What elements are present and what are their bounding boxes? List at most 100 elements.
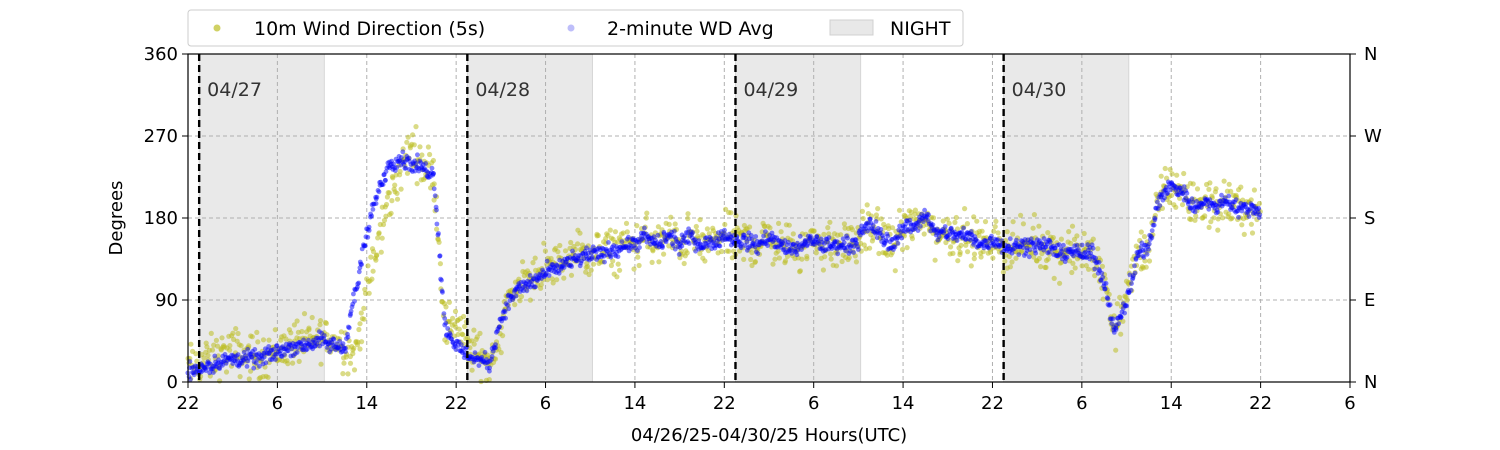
data-point xyxy=(722,221,728,228)
data-point xyxy=(443,304,449,310)
data-point xyxy=(1110,316,1116,322)
x-tick-label-1: 6 xyxy=(272,393,283,414)
data-point xyxy=(400,149,406,155)
data-point xyxy=(1013,255,1019,261)
data-point xyxy=(1229,215,1235,221)
data-point xyxy=(921,231,927,237)
data-point xyxy=(1086,266,1092,272)
data-point xyxy=(772,256,778,262)
data-point xyxy=(309,314,315,321)
data-point xyxy=(610,258,616,264)
data-point xyxy=(260,337,267,343)
data-point xyxy=(1079,263,1085,269)
data-point xyxy=(1215,209,1221,215)
data-point xyxy=(479,354,485,360)
data-point xyxy=(358,310,364,316)
data-point xyxy=(366,228,372,233)
data-point xyxy=(1030,225,1036,231)
data-point xyxy=(437,261,443,267)
data-point xyxy=(681,260,687,267)
data-point xyxy=(1162,195,1167,201)
y-tick-label-right-1: E xyxy=(1364,290,1375,311)
data-point xyxy=(982,219,989,225)
data-point xyxy=(404,139,410,145)
data-point xyxy=(1202,213,1208,219)
data-point xyxy=(345,334,351,340)
data-point xyxy=(1194,186,1201,192)
data-point xyxy=(820,267,827,273)
data-point xyxy=(461,313,467,320)
data-point xyxy=(991,228,997,234)
data-point xyxy=(462,323,468,330)
data-point xyxy=(362,286,368,293)
data-point xyxy=(826,231,832,237)
data-point xyxy=(655,224,662,230)
data-point xyxy=(1228,188,1234,194)
data-point xyxy=(814,234,820,240)
data-point xyxy=(356,280,362,286)
data-point xyxy=(955,258,961,264)
data-point xyxy=(1188,216,1194,223)
data-point xyxy=(945,236,951,242)
data-point xyxy=(306,337,311,343)
data-point xyxy=(1038,264,1044,270)
data-point xyxy=(907,213,913,219)
data-point xyxy=(237,374,243,380)
data-point xyxy=(821,231,827,237)
data-point xyxy=(1036,223,1042,229)
data-point xyxy=(1208,219,1214,225)
data-point xyxy=(1213,186,1219,192)
data-point xyxy=(876,250,882,257)
data-point xyxy=(1093,255,1098,261)
data-point xyxy=(1233,197,1239,203)
data-point xyxy=(249,334,255,340)
data-point xyxy=(362,290,369,296)
data-point xyxy=(797,233,803,239)
data-point xyxy=(1167,199,1173,206)
data-point xyxy=(375,235,381,241)
data-point xyxy=(398,186,404,192)
data-point xyxy=(1141,255,1147,260)
data-point xyxy=(450,315,456,321)
data-point xyxy=(265,374,271,380)
data-point xyxy=(995,237,1001,243)
data-point xyxy=(1105,296,1111,301)
data-point xyxy=(717,243,723,249)
data-point xyxy=(373,201,379,207)
data-point xyxy=(201,355,207,361)
data-point xyxy=(686,241,692,246)
data-point xyxy=(249,354,255,360)
data-point xyxy=(1124,303,1130,309)
data-point xyxy=(238,343,244,349)
x-tick-label-12: 22 xyxy=(1249,393,1272,414)
data-point xyxy=(517,298,523,304)
data-point xyxy=(942,224,948,229)
data-point xyxy=(1009,259,1015,265)
data-point xyxy=(585,264,591,270)
data-point xyxy=(331,336,337,342)
data-point xyxy=(347,360,354,366)
data-point xyxy=(1002,258,1008,264)
data-point xyxy=(227,347,233,353)
data-point xyxy=(1149,228,1155,234)
data-point xyxy=(1107,302,1113,308)
data-point xyxy=(235,352,241,357)
data-point xyxy=(1136,253,1142,258)
data-point xyxy=(502,309,508,315)
data-point xyxy=(561,275,567,281)
data-point xyxy=(670,243,676,249)
data-point xyxy=(381,217,388,223)
data-point xyxy=(822,254,828,260)
data-point xyxy=(884,252,890,258)
data-point xyxy=(1162,165,1168,172)
data-point xyxy=(434,221,440,227)
data-point xyxy=(1193,213,1199,219)
data-point xyxy=(212,353,218,359)
data-point xyxy=(856,247,861,252)
data-point xyxy=(217,366,223,371)
data-point xyxy=(873,219,879,224)
data-point xyxy=(554,277,560,283)
data-point xyxy=(987,249,994,255)
data-point xyxy=(1026,254,1032,260)
data-point xyxy=(738,245,744,251)
